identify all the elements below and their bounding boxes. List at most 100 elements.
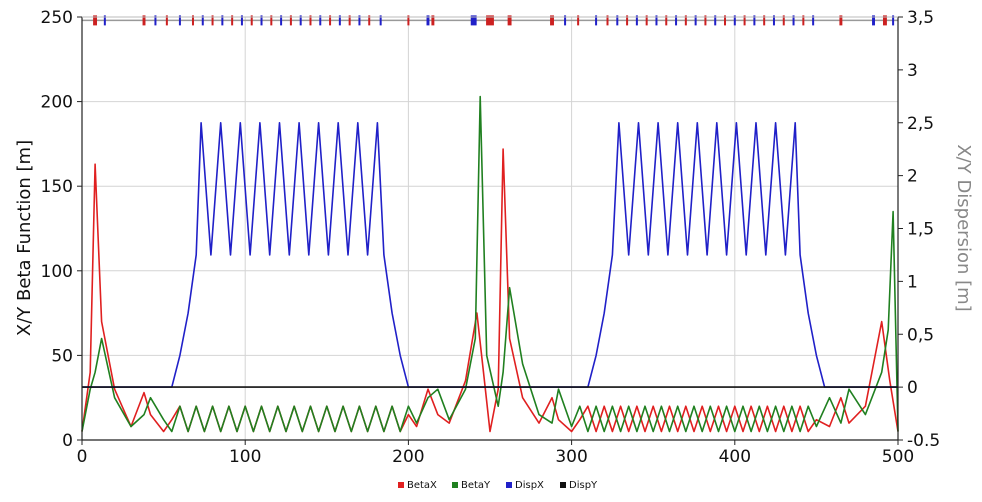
lattice-element <box>368 15 371 26</box>
lattice-element <box>626 15 629 26</box>
lattice-element <box>802 15 805 26</box>
lattice-element <box>704 15 707 26</box>
lattice-element <box>645 15 648 26</box>
lattice-element <box>93 15 98 26</box>
x-tick-label: 100 <box>229 447 261 467</box>
legend-swatch-dispx <box>506 482 512 488</box>
lattice-element <box>407 15 410 26</box>
tick-labels: 0 100 200 300 400 500 0 50 100 150 200 250 -0.5 0 0,5 1… <box>41 8 941 467</box>
lattice-element <box>280 15 283 26</box>
lattice-element <box>379 15 382 26</box>
legend-swatch-betay <box>452 482 458 488</box>
lattice-element <box>103 15 106 26</box>
lattice-strip <box>82 15 898 26</box>
x-tick-label: 200 <box>392 447 424 467</box>
lattice-element <box>240 15 243 26</box>
lattice-element <box>892 15 895 26</box>
lattice-element <box>211 15 214 26</box>
y-axis-right-label: X/Y Dispersion [m] <box>953 144 974 311</box>
y-left-tick-label: 50 <box>51 346 73 366</box>
y-right-tick-label: 0 <box>907 378 918 398</box>
lattice-element <box>665 15 668 26</box>
y-axis-left-label: X/Y Beta Function [m] <box>14 140 35 336</box>
y-left-tick-label: 100 <box>41 262 73 282</box>
lattice-element <box>358 15 361 26</box>
legend-label-dispx: DispX <box>515 480 544 491</box>
lattice-element <box>577 15 580 26</box>
x-tick-label: 0 <box>77 447 88 467</box>
lattice-element <box>178 15 181 26</box>
legend-label-betax: BetaX <box>407 480 437 491</box>
lattice-element <box>154 15 157 26</box>
lattice-element <box>882 15 887 26</box>
y-right-tick-label: 2,5 <box>907 114 934 134</box>
series-line-betay <box>81 95 899 433</box>
x-tick-label: 400 <box>719 447 751 467</box>
legend: BetaX BetaY DispX DispY <box>398 480 598 491</box>
lattice-element <box>426 15 430 26</box>
axes <box>77 16 903 445</box>
lattice-element <box>812 15 815 26</box>
lattice-element <box>299 15 302 26</box>
lattice-element <box>191 15 194 26</box>
lattice-element <box>743 15 746 26</box>
lattice-element <box>142 15 146 26</box>
y-right-tick-label: -0.5 <box>907 431 940 451</box>
legend-label-dispy: DispY <box>569 480 598 491</box>
lattice-element <box>792 15 795 26</box>
lattice-element <box>348 15 351 26</box>
lattice-element <box>606 15 609 26</box>
x-tick-label: 300 <box>555 447 587 467</box>
lattice-element <box>694 15 697 26</box>
lattice-element <box>329 15 332 26</box>
lattice-element <box>470 15 477 26</box>
y-left-tick-label: 250 <box>41 8 73 28</box>
lattice-element <box>753 15 756 26</box>
y-left-tick-label: 0 <box>62 431 73 451</box>
lattice-element <box>675 15 678 26</box>
lattice-element <box>635 15 638 26</box>
y-right-tick-label: 3 <box>907 61 918 81</box>
x-tick-label: 500 <box>882 447 914 467</box>
lattice-element <box>655 15 658 26</box>
y-right-tick-label: 1,5 <box>907 220 934 240</box>
lattice-element <box>486 15 494 26</box>
lattice-element <box>250 15 253 26</box>
y-right-tick-label: 2 <box>907 167 918 187</box>
lattice-element <box>595 15 598 26</box>
lattice-element <box>338 15 341 26</box>
lattice-element <box>684 15 687 26</box>
y-left-tick-label: 150 <box>41 177 73 197</box>
lattice-element <box>289 15 292 26</box>
series-layer <box>81 95 899 433</box>
y-right-tick-label: 3,5 <box>907 8 934 28</box>
lattice-element <box>309 15 312 26</box>
lattice-element <box>319 15 322 26</box>
lattice-element <box>270 15 273 26</box>
lattice-element <box>772 15 775 26</box>
lattice-element <box>507 15 512 26</box>
legend-label-betay: BetaY <box>461 480 491 491</box>
lattice-element <box>616 15 619 26</box>
lattice-element <box>231 15 234 26</box>
lattice-element <box>724 15 727 26</box>
lattice-element <box>260 15 263 26</box>
legend-swatch-dispy <box>560 482 566 488</box>
lattice-element <box>550 15 554 26</box>
legend-swatch-betax <box>398 482 404 488</box>
lattice-element <box>564 15 567 26</box>
lattice-element <box>165 15 168 26</box>
lattice-element <box>763 15 766 26</box>
y-right-tick-label: 0,5 <box>907 325 934 345</box>
lattice-element <box>221 15 224 26</box>
y-left-tick-label: 200 <box>41 93 73 113</box>
lattice-element <box>733 15 736 26</box>
lattice-element <box>201 15 204 26</box>
lattice-element <box>431 15 435 26</box>
lattice-element <box>872 15 875 26</box>
lattice-element <box>714 15 717 26</box>
y-right-tick-label: 1 <box>907 272 918 292</box>
lattice-element <box>782 15 785 26</box>
lattice-element <box>839 15 843 26</box>
